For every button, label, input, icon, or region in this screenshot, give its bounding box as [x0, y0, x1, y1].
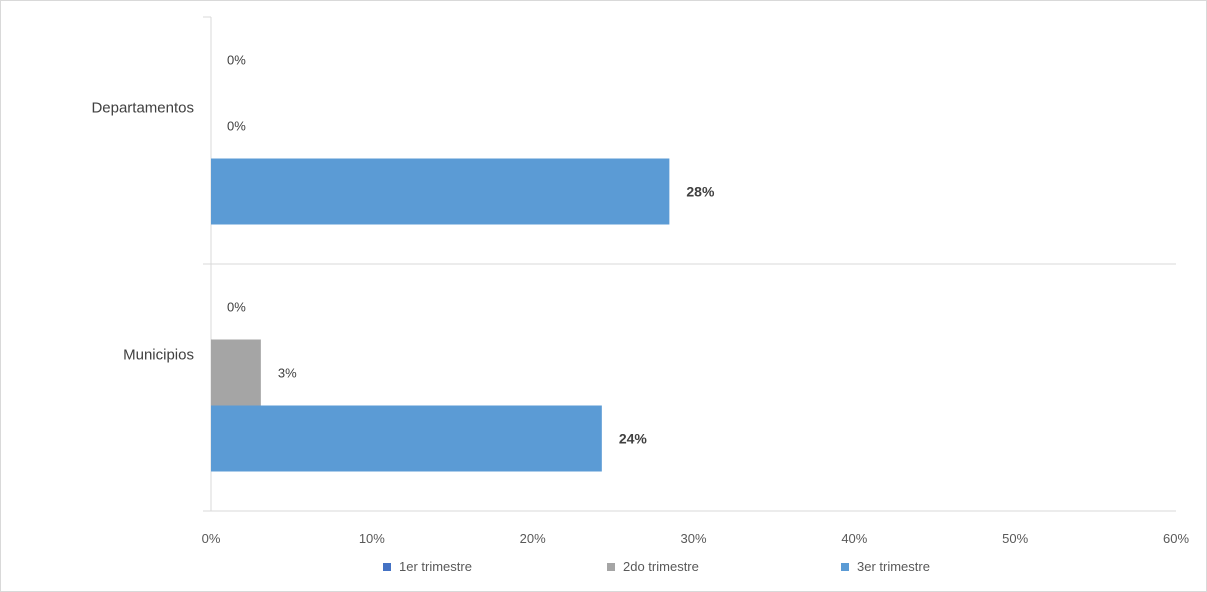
data-label: 0%	[227, 300, 246, 315]
data-label: 0%	[227, 119, 246, 134]
data-label: 0%	[227, 53, 246, 68]
legend-label: 3er trimestre	[857, 559, 930, 574]
legend-label: 2do trimestre	[623, 559, 699, 574]
x-tick-label: 60%	[1163, 531, 1189, 546]
data-label: 24%	[619, 431, 648, 447]
x-tick-label: 30%	[680, 531, 706, 546]
legend-label: 1er trimestre	[399, 559, 472, 574]
bar-2	[211, 339, 261, 406]
legend-swatch	[607, 563, 615, 571]
category-label: Municipios	[123, 347, 194, 364]
x-tick-label: 0%	[202, 531, 221, 546]
legend-swatch	[383, 563, 391, 571]
x-tick-label: 50%	[1002, 531, 1028, 546]
legend-swatch	[841, 563, 849, 571]
x-tick-label: 20%	[520, 531, 546, 546]
category-label: Departamentos	[91, 100, 194, 117]
x-tick-label: 40%	[841, 531, 867, 546]
bar-3	[211, 405, 602, 472]
data-label: 28%	[686, 184, 715, 200]
data-label: 3%	[278, 366, 297, 381]
bar-3	[211, 158, 670, 225]
x-tick-label: 10%	[359, 531, 385, 546]
